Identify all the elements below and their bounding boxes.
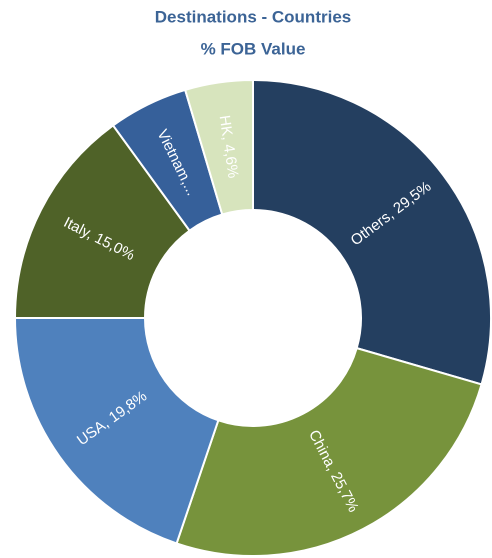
donut-slice [175, 346, 483, 557]
donut-slice [183, 78, 254, 216]
chart-subtitle: % FOB Value [201, 39, 306, 58]
donut-slice [13, 124, 191, 319]
chart-title: Destinations - Countries [155, 7, 351, 26]
donut-slice [13, 317, 220, 545]
donut-slice [252, 78, 492, 386]
